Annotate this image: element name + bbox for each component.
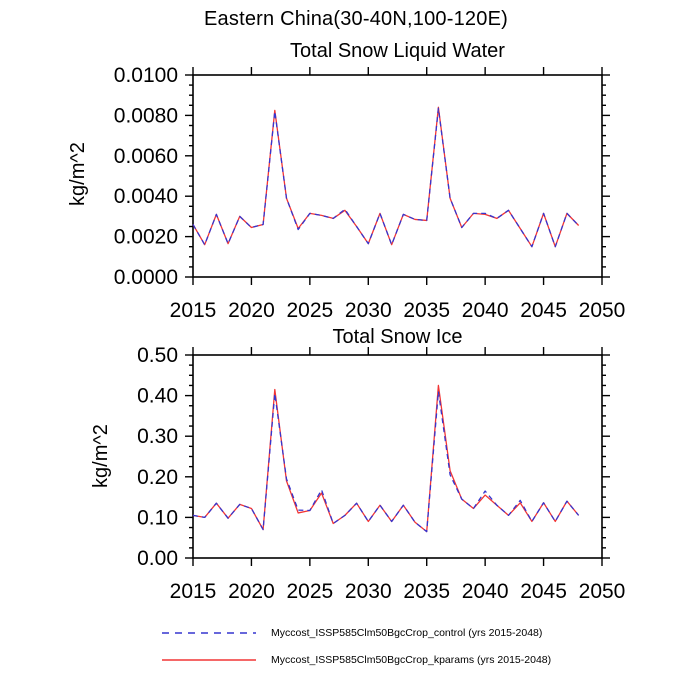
x-tick-label: 2045 [520,299,567,322]
y-tick-label: 0.40 [137,385,178,408]
panel2-title: Total Snow Ice [332,326,463,348]
x-tick-label: 2025 [286,580,333,603]
figure-suptitle: Eastern China(30-40N,100-120E) [204,8,508,30]
y-tick-label: 0.0040 [114,185,178,208]
y-tick-label: 0.00 [137,547,178,570]
panel-1: 0.0000 0.0020 0.0040 0.0060 0.0080 0.0100 2015… [67,64,625,322]
panel1-title: Total Snow Liquid Water [290,40,505,62]
x-tick-label: 2035 [403,299,450,322]
x-tick-label: 2020 [228,299,275,322]
y-tick-label: 0.0000 [114,266,178,289]
legend-item-control: Myccost_ISSP585Clm50BgcCrop_control (yrs… [160,626,542,640]
y-tick-label: 0.20 [137,466,178,489]
x-tick-label: 2040 [462,299,509,322]
legend-label-control: Myccost_ISSP585Clm50BgcCrop_control (yrs… [271,627,543,639]
panel-2: 0.00 0.10 0.20 0.30 0.40 0.50 2015 2020 2025 2030… [90,344,625,603]
y-tick-label: 0.0060 [114,145,178,168]
y-tick-label: 0.10 [137,506,178,529]
x-tick-label: 2030 [345,299,392,322]
x-tick-label: 2040 [462,580,509,603]
x-tick-label: 2025 [286,299,333,322]
x-tick-label: 2050 [579,580,626,603]
legend-line-solid-icon [162,659,256,661]
legend-line-dashed-icon [162,632,256,634]
series-line-control [192,107,580,248]
series-line-kparams [192,106,580,248]
y-axis-label: kg/m^2 [90,424,112,488]
x-tick-label: 2035 [403,580,450,603]
x-tick-label: 2045 [520,580,567,603]
x-tick-label: 2050 [579,299,626,322]
legend-item-kparams: Myccost_ISSP585Clm50BgcCrop_kparams (yrs… [160,653,551,667]
y-tick-label: 0.0100 [114,64,178,87]
x-tick-label: 2015 [170,299,217,322]
x-tick-label: 2030 [345,580,392,603]
series-line-kparams [192,384,580,533]
y-tick-label: 0.30 [137,425,178,448]
plot-frame [192,74,603,278]
x-tick-label: 2015 [170,580,217,603]
y-tick-label: 0.0020 [114,226,178,249]
y-tick-label: 0.0080 [114,104,178,127]
series-line-control [192,390,580,533]
x-tick-label: 2020 [228,580,275,603]
y-tick-label: 0.50 [137,344,178,367]
plot-frame [192,354,603,559]
y-axis-label: kg/m^2 [67,142,89,206]
legend-label-kparams: Myccost_ISSP585Clm50BgcCrop_kparams (yrs… [271,654,552,666]
